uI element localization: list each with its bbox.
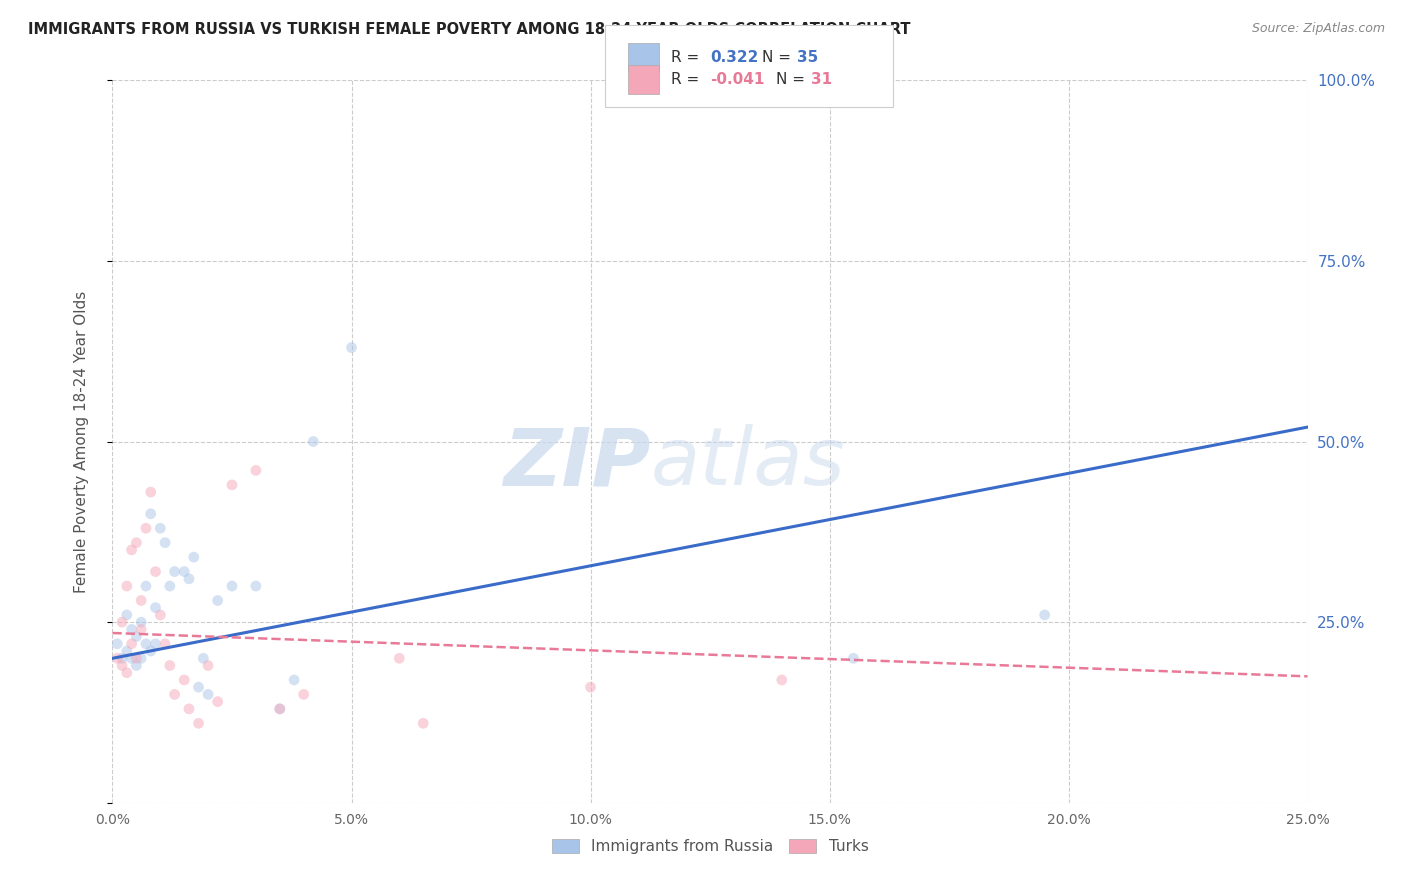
Point (207, 593, 229, 607)
Point (115, 607, 138, 622)
Point (207, 695, 229, 709)
Point (145, 565, 167, 579)
Text: 0.322: 0.322 (710, 50, 758, 64)
Point (1033, 607, 1056, 622)
Point (283, 673, 305, 687)
Text: N =: N = (762, 50, 796, 64)
Point (153, 535, 176, 549)
Point (579, 680, 602, 694)
Point (221, 579, 243, 593)
Text: -0.041: -0.041 (710, 72, 765, 87)
Text: R =: R = (671, 72, 704, 87)
Text: 31: 31 (811, 72, 832, 87)
Text: Source: ZipAtlas.com: Source: ZipAtlas.com (1251, 22, 1385, 36)
Point (269, 702, 291, 716)
Point (388, 651, 411, 665)
Point (269, 702, 291, 716)
Point (135, 637, 157, 651)
Point (183, 550, 205, 565)
Point (139, 507, 162, 521)
Point (187, 680, 209, 694)
Point (145, 637, 167, 651)
Point (121, 542, 143, 557)
Point (125, 630, 148, 644)
Point (125, 535, 148, 549)
Point (111, 651, 134, 665)
Point (163, 687, 186, 701)
Point (115, 579, 138, 593)
Point (177, 702, 200, 716)
Point (187, 716, 209, 731)
Point (770, 673, 793, 687)
Point (173, 673, 195, 687)
Point (121, 651, 143, 665)
Point (129, 593, 152, 607)
Point (245, 579, 267, 593)
Point (153, 637, 176, 651)
Point (129, 615, 152, 630)
Point (159, 658, 181, 673)
Point (302, 434, 325, 449)
Point (121, 637, 143, 651)
Point (139, 485, 162, 500)
Point (125, 658, 148, 673)
Point (221, 478, 243, 492)
Text: R =: R = (671, 50, 704, 64)
Point (129, 651, 152, 665)
Text: N =: N = (776, 72, 810, 87)
Point (145, 600, 167, 615)
Point (135, 579, 157, 593)
Point (149, 521, 172, 535)
Point (177, 572, 200, 586)
Point (125, 651, 148, 665)
Text: atlas: atlas (651, 425, 845, 502)
Point (340, 341, 363, 355)
Point (159, 579, 181, 593)
Point (163, 565, 186, 579)
Point (121, 623, 143, 637)
Text: 35: 35 (797, 50, 818, 64)
Point (105, 651, 128, 665)
Point (135, 521, 157, 535)
Point (115, 665, 138, 680)
Point (149, 607, 172, 622)
Text: ZIP: ZIP (503, 425, 651, 502)
Y-axis label: Female Poverty Among 18-24 Year Olds: Female Poverty Among 18-24 Year Olds (75, 291, 89, 592)
Point (173, 565, 195, 579)
Point (292, 687, 315, 701)
Point (193, 651, 215, 665)
Legend: Immigrants from Russia, Turks: Immigrants from Russia, Turks (546, 833, 875, 860)
Point (105, 637, 128, 651)
Text: IMMIGRANTS FROM RUSSIA VS TURKISH FEMALE POVERTY AMONG 18-24 YEAR OLDS CORRELATI: IMMIGRANTS FROM RUSSIA VS TURKISH FEMALE… (28, 22, 911, 37)
Point (245, 463, 267, 477)
Point (111, 658, 134, 673)
Point (197, 658, 219, 673)
Point (129, 623, 152, 637)
Point (842, 651, 865, 665)
Point (115, 644, 138, 658)
Point (197, 687, 219, 701)
Point (111, 615, 134, 630)
Point (139, 644, 162, 658)
Point (412, 716, 434, 731)
